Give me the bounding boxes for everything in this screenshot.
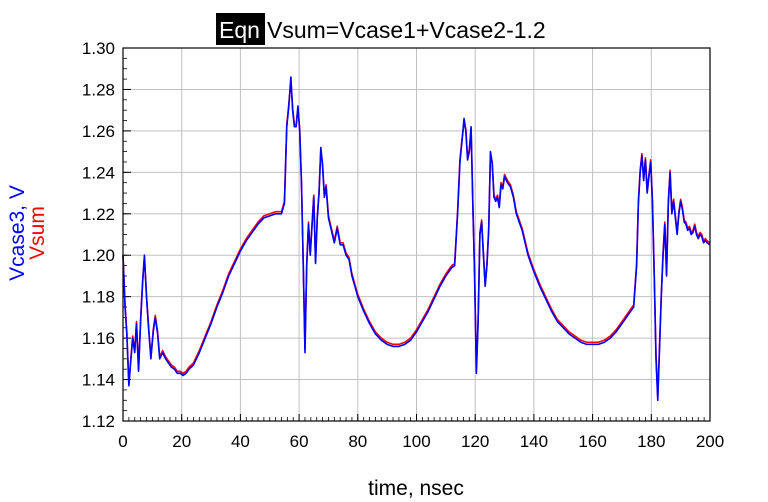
chart-title-tag: Eqn bbox=[219, 17, 260, 43]
x-axis-label: time, nsec bbox=[368, 477, 464, 500]
minor-ticks bbox=[122, 47, 711, 422]
title-tag-background bbox=[216, 13, 265, 45]
plot-frame bbox=[122, 47, 711, 422]
y-tick-label: 1.14 bbox=[82, 371, 115, 390]
y-tick-label: 1.24 bbox=[82, 163, 115, 182]
y-tick-label: 1.16 bbox=[82, 329, 115, 348]
y-tick-label: 1.20 bbox=[82, 246, 115, 265]
y-axis-label-vcase3: Vcase3, V bbox=[6, 185, 29, 281]
y-tick-label: 1.26 bbox=[82, 122, 115, 141]
x-tick-label: 20 bbox=[172, 432, 191, 451]
y-tick-label: 1.28 bbox=[82, 80, 115, 99]
x-tick-label: 40 bbox=[231, 432, 250, 451]
x-tick-label: 160 bbox=[578, 432, 606, 451]
x-tick-label: 140 bbox=[520, 432, 548, 451]
x-tick-label: 120 bbox=[461, 432, 489, 451]
x-tick-label: 60 bbox=[290, 432, 309, 451]
series-lines bbox=[122, 76, 711, 402]
x-tick-label: 100 bbox=[402, 432, 430, 451]
x-tick-label: 180 bbox=[637, 432, 665, 451]
x-tick-label: 200 bbox=[696, 432, 724, 451]
chart-title: Vsum=Vcase1+Vcase2-1.2 bbox=[267, 17, 546, 43]
x-tick-label: 80 bbox=[348, 432, 367, 451]
y-axis-label-vsum: Vsum bbox=[26, 206, 49, 260]
y-tick-label: 1.12 bbox=[82, 412, 115, 431]
y-tick-label: 1.18 bbox=[82, 288, 115, 307]
series-line-vcase3 bbox=[122, 76, 711, 402]
x-tick-labels: 0 20 40 60 80 100 120 140 160 180 200 bbox=[118, 432, 724, 451]
y-tick-labels: 1.12 1.14 1.16 1.18 1.20 1.22 1.24 1.26 1.28 1.30 bbox=[82, 39, 115, 431]
y-tick-label: 1.30 bbox=[82, 39, 115, 58]
y-tick-label: 1.22 bbox=[82, 205, 115, 224]
x-tick-label: 0 bbox=[118, 432, 127, 451]
